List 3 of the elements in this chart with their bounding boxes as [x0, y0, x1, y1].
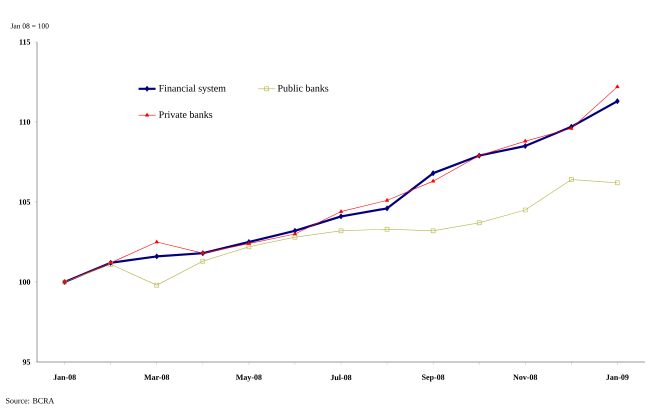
- legend-label: Financial system: [158, 84, 226, 94]
- legend-label: Public banks: [278, 84, 328, 92]
- legend-label: Private banks: [158, 110, 212, 118]
